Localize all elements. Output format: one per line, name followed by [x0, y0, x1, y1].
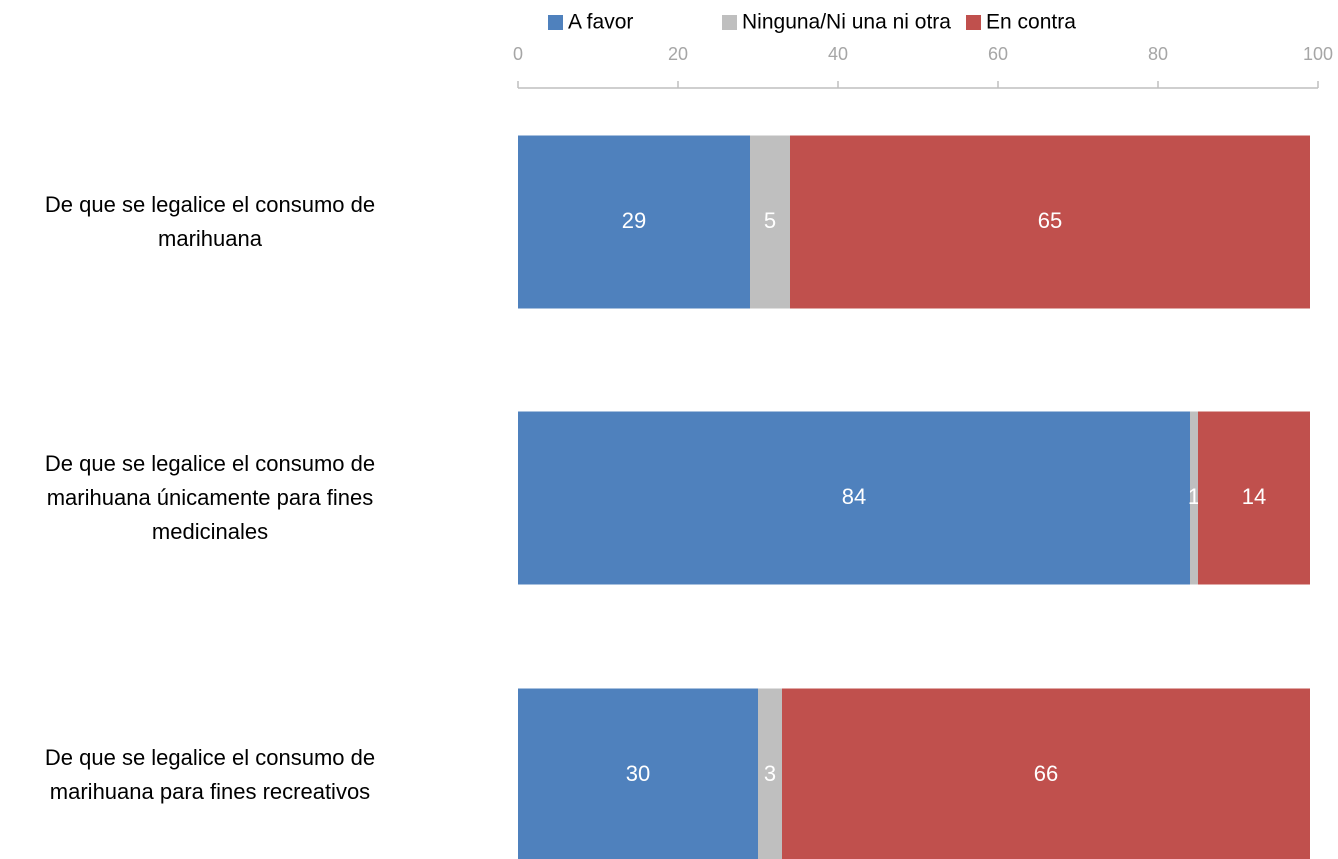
bar-segment	[1190, 411, 1198, 585]
bar-segment	[750, 135, 790, 309]
x-tick-label: 60	[988, 44, 1008, 64]
category-label: De que se legalice el consumo de marihua…	[44, 451, 376, 544]
legend-label: En contra	[986, 11, 1076, 34]
x-tick-label: 0	[513, 44, 523, 64]
legend-label: A favor	[568, 11, 633, 34]
legend-swatch	[966, 15, 981, 30]
data-label: 30	[626, 761, 650, 786]
legend-swatch	[722, 15, 737, 30]
data-label: 29	[622, 208, 646, 233]
x-tick-label: 40	[828, 44, 848, 64]
bar-segment	[790, 135, 1310, 309]
data-label: 66	[1034, 761, 1058, 786]
bar-segment	[758, 688, 782, 859]
data-label: 65	[1038, 208, 1062, 233]
data-label: 84	[842, 484, 866, 509]
bar-segment	[518, 411, 1190, 585]
data-label: 14	[1242, 484, 1266, 509]
category-label: De que se legalice el consumo de marihua…	[44, 745, 376, 804]
legend-swatch	[548, 15, 563, 30]
data-label: 1	[1188, 484, 1200, 509]
data-label: 3	[764, 761, 776, 786]
bar-segment	[518, 688, 758, 859]
x-tick-label: 20	[668, 44, 688, 64]
legend-label: Ninguna/Ni una ni otra	[742, 11, 951, 34]
x-tick-label: 80	[1148, 44, 1168, 64]
bar-segment	[782, 688, 1310, 859]
x-tick-label: 100	[1303, 44, 1333, 64]
bar-segment	[1198, 411, 1310, 585]
bar-segment	[518, 135, 750, 309]
data-label: 5	[764, 208, 776, 233]
category-label: De que se legalice el consumo de marihua…	[44, 192, 376, 251]
